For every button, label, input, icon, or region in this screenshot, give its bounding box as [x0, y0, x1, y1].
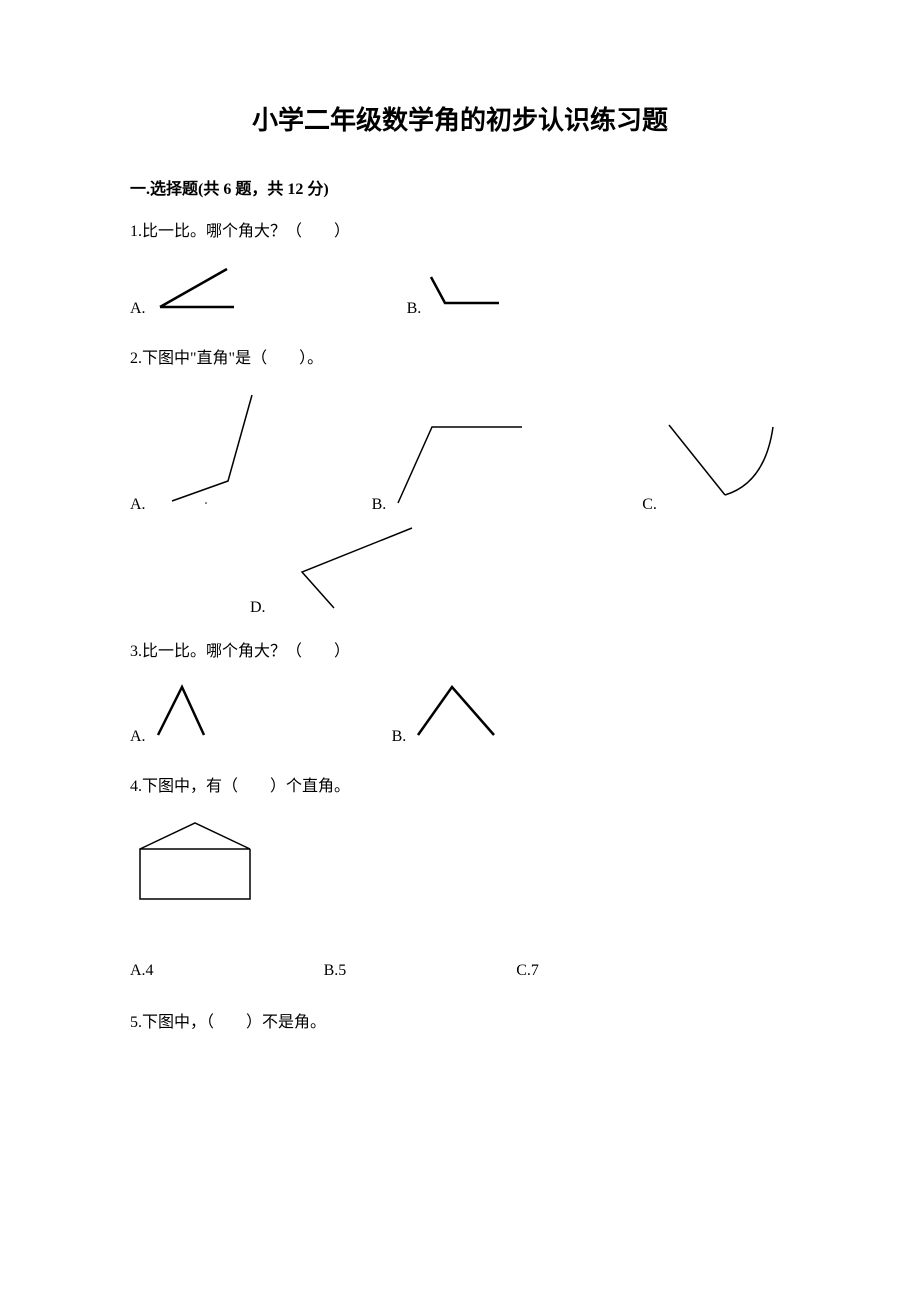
q1-option-a: A.	[130, 263, 247, 318]
q4-figure	[130, 817, 790, 912]
q2-label-a: A.	[130, 496, 146, 514]
q2-angle-b-icon	[392, 409, 532, 514]
question-2-options-row2: D.	[250, 522, 790, 617]
question-4-options: A.4 B.5 C.7	[130, 962, 790, 980]
question-3-options: A. B.	[130, 683, 790, 746]
question-1-options: A. B.	[130, 263, 790, 318]
q2-angle-c-icon	[663, 419, 783, 514]
q1-label-b: B.	[407, 300, 422, 318]
q3-angle-a-icon	[152, 683, 212, 746]
q2-label-d: D.	[250, 599, 266, 617]
q2-label-b: B.	[372, 496, 387, 514]
document-title: 小学二年级数学角的初步认识练习题	[130, 100, 790, 137]
q1-angle-a-icon	[152, 263, 247, 318]
q3-label-b: B.	[392, 728, 407, 746]
q4-option-c: C.7	[516, 962, 539, 980]
q3-angle-b-icon	[412, 683, 502, 746]
q3-option-a: A.	[130, 683, 212, 746]
question-3-text: 3.比一比。哪个角大？（ ）	[130, 639, 790, 665]
q2-angle-a-icon	[152, 389, 282, 514]
q2-option-a: A.	[130, 389, 282, 514]
q2-option-b: B.	[372, 409, 533, 514]
question-5-text: 5.下图中，（ ）不是角。	[130, 1010, 790, 1036]
q2-option-c: C.	[642, 419, 783, 514]
q2-option-d: D.	[250, 522, 422, 617]
question-4-text: 4.下图中，有（ ）个直角。	[130, 774, 790, 800]
page: 小学二年级数学角的初步认识练习题 一.选择题(共 6 题，共 12 分) 1.比…	[0, 0, 920, 1114]
q3-option-b: B.	[392, 683, 503, 746]
question-2-options-row1: A. B. C.	[130, 389, 790, 514]
section-header: 一.选择题(共 6 题，共 12 分)	[130, 175, 790, 199]
q1-label-a: A.	[130, 300, 146, 318]
q2-label-c: C.	[642, 496, 657, 514]
question-1-text: 1.比一比。哪个角大？（ ）	[130, 219, 790, 245]
q1-angle-b-icon	[427, 273, 507, 318]
q4-option-b: B.5	[324, 962, 347, 980]
q1-option-b: B.	[407, 273, 508, 318]
q4-option-a: A.4	[130, 962, 154, 980]
q2-angle-d-icon	[272, 522, 422, 617]
q3-label-a: A.	[130, 728, 146, 746]
question-2-text: 2.下图中"直角"是（ ）。	[130, 346, 790, 372]
